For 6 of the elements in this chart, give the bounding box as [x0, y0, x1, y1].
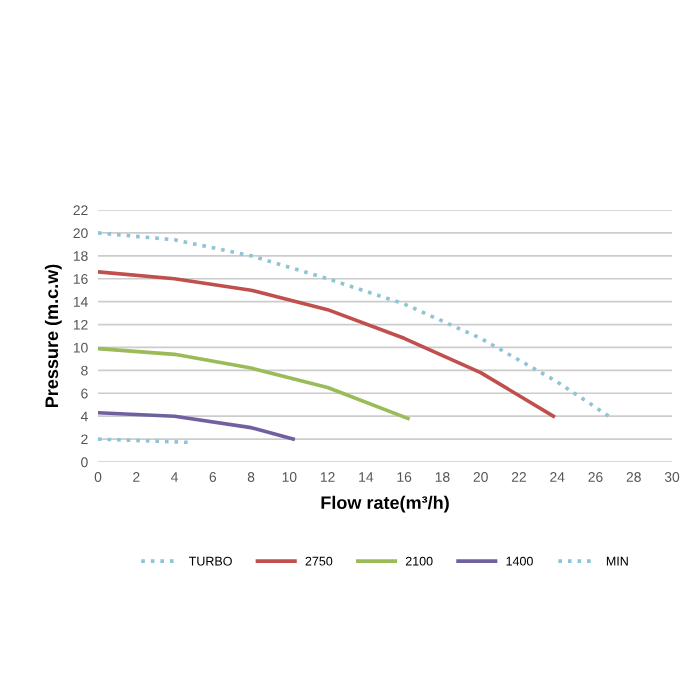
line-series [98, 346, 410, 421]
line-series [98, 410, 295, 441]
y-axis-title: Pressure (m.c.w) [44, 264, 62, 408]
x-axis-title: Flow rate(m³/h) [321, 495, 449, 513]
line-series [98, 270, 556, 418]
line-series [98, 231, 611, 418]
